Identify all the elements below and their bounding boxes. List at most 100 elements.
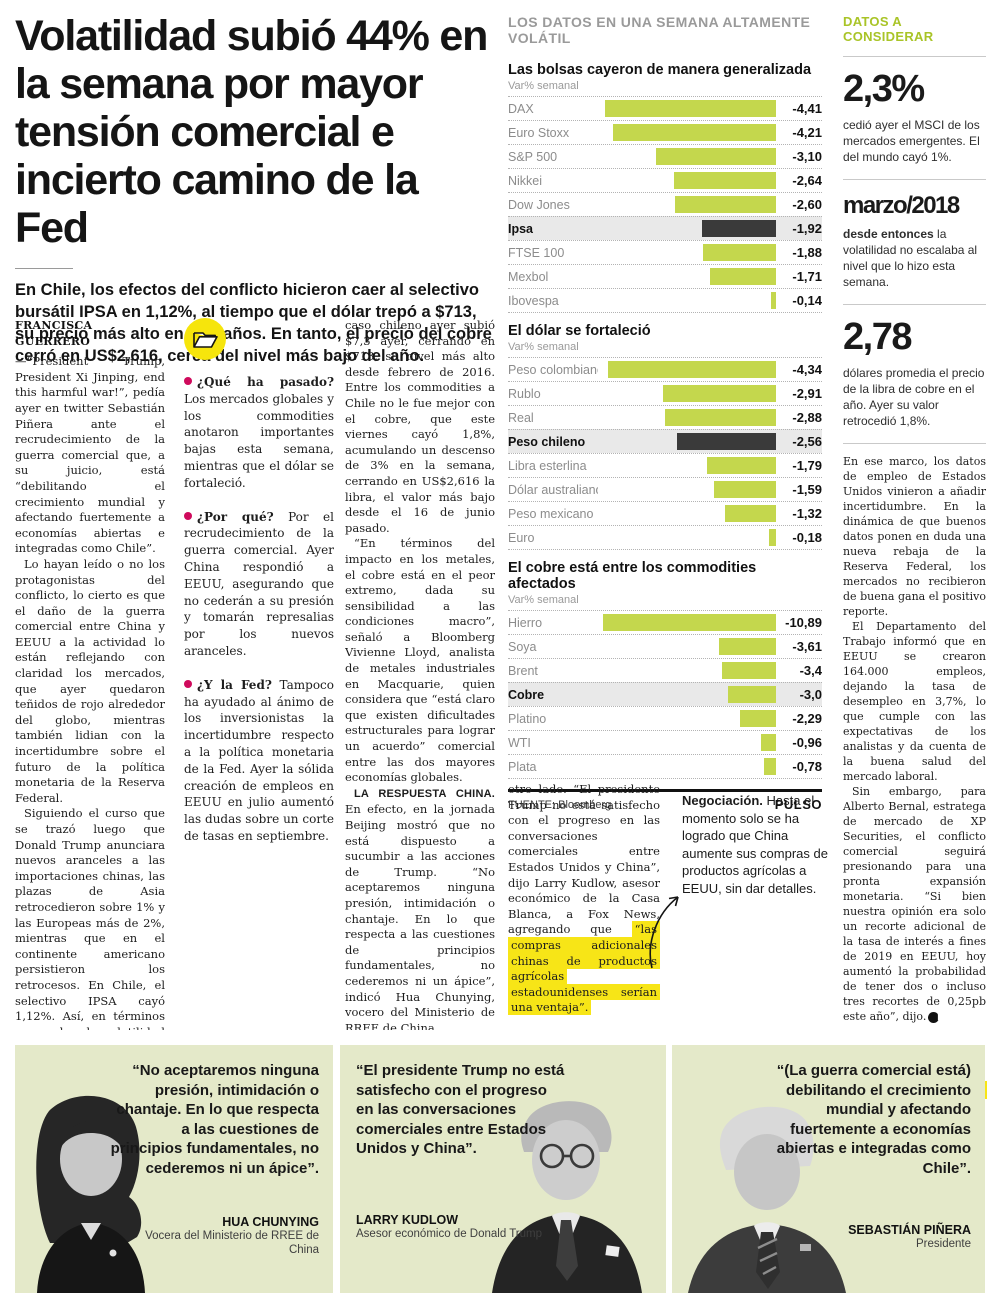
- chart-bar: [763, 758, 776, 775]
- chart-row-label: Plata: [508, 759, 537, 774]
- quote-text: “(La guerra comercial está) debilitando …: [776, 1062, 971, 1177]
- hua-chunying-photo: [36, 1095, 145, 1293]
- chart-row-label: Dólar australiano: [508, 482, 598, 497]
- paragraph-text: En efecto, en la jornada Beijing mostró …: [345, 802, 495, 1030]
- chart-bar-track: [598, 385, 776, 402]
- chart-row: Ibovespa -0,14: [508, 288, 822, 312]
- chart-row-value: -1,92: [792, 221, 822, 236]
- chart-footer: FUENTE: Bloomberg PULSO: [508, 789, 822, 812]
- chart-rows: Peso colombiano -4,34 Rublo -2,91 Real -2,88 P…: [508, 357, 822, 550]
- section-lead: LA RESPUESTA CHINA.: [354, 787, 495, 800]
- bullet-icon: [184, 511, 192, 520]
- chart-bar: [673, 172, 776, 189]
- stat-text: desde entonces la volatilidad no escalab…: [843, 226, 986, 290]
- sidebar-body-text: En ese marco, los datos de empleo de Est…: [843, 454, 986, 1024]
- annotation-note: Negociación. Hasta el momento solo se ha…: [682, 792, 832, 897]
- chart-bar: [703, 244, 776, 261]
- chart-bar-track: [598, 433, 776, 450]
- chart-row: Hierro -10,89: [508, 610, 822, 634]
- chart-bar: [675, 196, 776, 213]
- larry-kudlow-photo: [492, 1101, 642, 1293]
- qa-lead: ¿Qué ha pasado?: [197, 375, 334, 389]
- qa-item: ¿Qué ha pasado? Los mercados globales y …: [184, 374, 334, 492]
- chart-title: Las bolsas cayeron de manera generalizad…: [508, 62, 812, 78]
- stat-value: 2,78: [843, 316, 912, 358]
- body-column-2-qa: ¿Qué ha pasado? Los mercados globales y …: [184, 318, 334, 1030]
- chart-row-value: -1,71: [792, 269, 822, 284]
- chart-row-label: Real: [508, 410, 534, 425]
- chart-row-value: -4,21: [792, 125, 822, 140]
- chart-bar-track: [598, 614, 776, 631]
- chart-rows: Hierro -10,89 Soya -3,61 Brent -3,4 Cobre -3,0 P…: [508, 610, 822, 779]
- body-column-1: FRANCISCA GUERRERO —“President Trump, Pr…: [15, 318, 165, 1030]
- chart-row-label: WTI: [508, 735, 531, 750]
- qa-text: Tampoco ha ayudado al ánimo de los inver…: [184, 677, 334, 843]
- chart-title: El cobre está entre los commodities afec…: [508, 560, 757, 592]
- chart-row: Euro Stoxx -4,21: [508, 120, 822, 144]
- chart-row-value: -1,59: [792, 482, 822, 497]
- chart-row: Nikkei -2,64: [508, 168, 822, 192]
- paragraph: otro lado. “El presidente Trump no está …: [508, 782, 660, 1016]
- divider: [843, 443, 986, 444]
- page-title: Volatilidad subió 44% en la semana por m…: [15, 12, 488, 252]
- chart-row-label: Peso chileno: [508, 434, 586, 449]
- chart-bar: [706, 457, 776, 474]
- paragraph: “En términos del impacto en los metales,…: [345, 536, 495, 785]
- chart-bar-track: [598, 172, 776, 189]
- chart-bar: [656, 148, 776, 165]
- chart-row: S&P 500 -3,10: [508, 144, 822, 168]
- stat-item: 2,3% cedió ayer el MSCI de los mercados …: [843, 56, 986, 179]
- pulso-end-icon: P: [928, 1012, 943, 1023]
- quote-panel-kudlow: “El presidente Trump no está satisfecho …: [340, 1045, 666, 1293]
- paragraph: El Departamento del Trabajo informó que …: [843, 620, 986, 783]
- chart-row-value: -1,79: [792, 458, 822, 473]
- stat-value: 2,3%: [843, 68, 925, 110]
- stat-text: cedió ayer el MSCI de los mercados emerg…: [843, 118, 980, 164]
- paragraph: Sin embargo, para Alberto Bernal, estrat…: [843, 784, 986, 1024]
- chart-row: FTSE 100 -1,88: [508, 240, 822, 264]
- chart-row-value: -2,60: [792, 197, 822, 212]
- chart-row: Mexbol -1,71: [508, 264, 822, 288]
- stat-value: marzo/2018: [843, 192, 960, 219]
- chart-row: Peso mexicano -1,32: [508, 501, 822, 525]
- chart-row: Peso chileno -2,56: [508, 429, 822, 453]
- quote-text: “El presidente Trump no está satisfecho …: [356, 1062, 565, 1157]
- chart-row-value: -3,4: [799, 663, 822, 678]
- chart-row-label: Euro Stoxx: [508, 125, 570, 140]
- chart-row: DAX -4,41: [508, 96, 822, 120]
- chart-row-label: Hierro: [508, 615, 543, 630]
- quote-panel-pinera: “(La guerra comercial está) debilitando …: [672, 1045, 985, 1293]
- stat-item: marzo/2018 desde entonces la volatilidad…: [843, 179, 986, 304]
- paragraph: caso chileno ayer subió $7,3 ayer, cerra…: [345, 318, 495, 535]
- chart-row: Dólar australiano -1,59: [508, 477, 822, 501]
- chart-row-value: -3,61: [792, 639, 822, 654]
- chart-bar: [739, 710, 776, 727]
- qa-lead: ¿Y la Fed?: [197, 677, 272, 692]
- chart-currencies: El dólar se fortaleció Var% semanal Peso…: [508, 323, 822, 550]
- chart-row-label: S&P 500: [508, 149, 558, 164]
- chart-bar: [728, 686, 776, 703]
- bullet-icon: [184, 377, 192, 385]
- chart-row: Cobre -3,0: [508, 682, 822, 706]
- quote-signature: SEBASTIÁN PIÑERA Presidente: [771, 1223, 971, 1251]
- chart-row-value: -3,0: [799, 687, 822, 702]
- folder-icon: [184, 318, 226, 360]
- chart-bar-track: [598, 268, 776, 285]
- chart-row-value: -4,41: [792, 101, 822, 116]
- chart-row-value: -0,14: [792, 293, 822, 308]
- chart-bar-track: [598, 758, 776, 775]
- curved-arrow-icon: [649, 896, 679, 969]
- chart-row: Rublo -2,91: [508, 381, 822, 405]
- paragraph-text: otro lado. “El presidente Trump no está …: [508, 782, 660, 937]
- chart-bar: [676, 433, 776, 450]
- sidebar-heading: DATOS A CONSIDERAR: [843, 14, 934, 44]
- qa-text: Los mercados globales y los commodities …: [184, 391, 334, 490]
- sebastian-pinera-photo: [688, 1106, 846, 1293]
- chart-bar: [663, 385, 776, 402]
- quote-name: HUA CHUNYING: [222, 1215, 319, 1229]
- chart-bar: [770, 292, 776, 309]
- stat-text-rest: la volatilidad no escalaba al nivel que …: [843, 227, 978, 289]
- chart-bar-track: [598, 529, 776, 546]
- qa-lead: ¿Por qué?: [197, 509, 274, 524]
- qa-item: ¿Por qué? Por el recrudecimiento de la g…: [184, 509, 334, 660]
